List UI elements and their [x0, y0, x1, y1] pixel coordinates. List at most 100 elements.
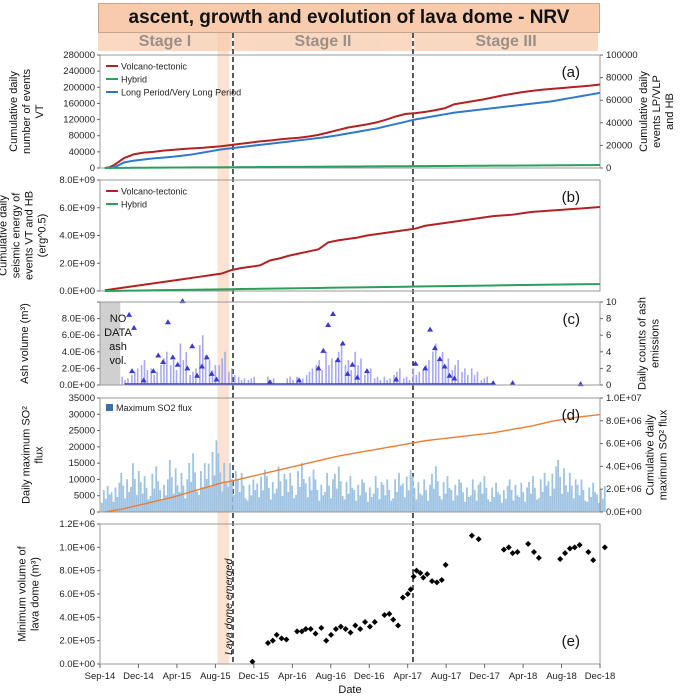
so2-flux-bar: [184, 498, 187, 512]
so2-flux-bar: [502, 490, 505, 512]
dome-volume-point: [307, 626, 314, 632]
ash-count-bar: [473, 375, 476, 385]
panel-a-right-axis-tick-label: 40000: [606, 118, 632, 129]
panel-c-right-axis-tick-label: 0: [606, 380, 611, 391]
stage-1-label: Stage I: [98, 33, 232, 51]
panel-c-right-axis-tick-label: 2: [606, 363, 611, 374]
ash-count-bar: [208, 360, 211, 385]
so2-flux-bar: [380, 481, 383, 512]
so2-flux-bar: [565, 485, 567, 512]
so2-flux-bar: [225, 481, 228, 512]
so2-flux-bar: [124, 498, 127, 512]
date-tick-label: Dec-15: [239, 671, 270, 682]
ash-volume-point: [412, 360, 419, 366]
so2-flux-bar: [508, 479, 511, 512]
so2-flux-bar: [572, 498, 575, 512]
so2-flux-bar: [580, 479, 583, 512]
ash-count-bar: [286, 378, 289, 385]
so2-flux-bar: [260, 476, 262, 512]
so2-flux-bar: [238, 491, 241, 512]
so2-flux-bar: [372, 493, 375, 512]
ash-count-bar: [301, 378, 304, 385]
ash-count-bar: [321, 370, 323, 385]
ash-count-bar: [315, 365, 318, 385]
panel-c-y2label: Daily counts of ashemissions: [637, 297, 662, 390]
ash-count-bar: [272, 378, 275, 385]
so2-flux-bar: [466, 487, 468, 512]
so2-flux-bar: [469, 495, 472, 512]
so2-flux-bar: [405, 476, 408, 512]
ash-count-bar: [166, 351, 168, 385]
dome-volume-point: [404, 591, 411, 597]
ash-count-bar: [179, 343, 182, 385]
so2-flux-bar: [250, 495, 253, 512]
so2-flux-bar: [600, 490, 602, 512]
ash-count-bar: [127, 378, 129, 385]
panel-d-right-axis-tick-label: 0.0E+00: [606, 507, 642, 518]
so2-flux-bar: [594, 492, 596, 512]
so2-flux-bar: [192, 453, 195, 512]
panel-a-left-axis-tick-label: 240000: [63, 66, 95, 77]
ash-volume-point: [363, 368, 370, 374]
so2-flux-bar: [254, 490, 257, 512]
so2-flux-bar: [398, 472, 400, 512]
ash-count-bar: [299, 380, 301, 385]
so2-flux-bar: [159, 490, 162, 512]
dome-volume-point: [407, 586, 414, 593]
panel-e-left-axis-tick-label: 2.0E+05: [59, 636, 95, 647]
ash-count-bar: [369, 368, 372, 385]
so2-flux-bar: [497, 492, 499, 512]
ash-count-bar: [156, 371, 158, 385]
panel-a-left-axis-tick-label: 120000: [63, 115, 95, 126]
so2-flux-bar: [464, 501, 466, 512]
ash-count-bar: [340, 343, 343, 385]
so2-flux-bar: [563, 468, 565, 512]
so2-flux-bar: [308, 476, 311, 512]
so2-flux-bar: [545, 485, 548, 512]
ash-count-bar: [189, 375, 191, 385]
so2-flux-bar: [433, 488, 435, 512]
so2-flux-bar: [182, 485, 185, 512]
so2-flux-bar: [510, 490, 513, 512]
ash-volume-point: [490, 380, 497, 386]
no-data-text: ash: [109, 341, 127, 353]
panel-a-y2label-line: events LP/VLP: [651, 75, 663, 148]
ash-count-bar: [305, 375, 308, 385]
panel-a-ylabel-line: number of events: [21, 69, 33, 154]
ash-count-bar: [328, 365, 330, 385]
so2-flux-bar: [172, 493, 175, 512]
ash-volume-point: [422, 365, 429, 371]
dome-volume-point: [590, 557, 597, 564]
ash-count-bar: [311, 368, 314, 385]
ash-count-bar: [124, 380, 126, 385]
ash-volume-point: [189, 343, 196, 349]
so2-flux-bar: [485, 487, 488, 512]
ash-volume-point: [140, 377, 147, 383]
panel-a-left-axis-tick-label: 280000: [63, 50, 95, 61]
dome-volume-point: [312, 630, 319, 637]
ash-count-bar: [399, 368, 401, 385]
so2-flux-bar: [541, 491, 544, 512]
dome-volume-point: [442, 561, 449, 568]
ash-volume-point: [427, 326, 434, 332]
so2-flux-bar: [283, 473, 286, 512]
ash-count-bar: [247, 380, 250, 385]
dome-volume-point: [395, 622, 402, 629]
date-tick-label: Dec-17: [469, 671, 500, 682]
ash-volume-point: [339, 340, 346, 346]
ash-count-bar: [402, 378, 405, 385]
so2-flux-bar: [297, 471, 299, 512]
so2-flux-bar: [438, 496, 441, 512]
so2-flux-bar: [221, 491, 224, 512]
so2-flux-bar: [112, 501, 115, 512]
ash-count-bar: [483, 378, 486, 385]
ash-volume-point: [315, 365, 322, 371]
date-tick-label: Aug-18: [546, 671, 577, 682]
ash-count-bar: [470, 368, 473, 385]
ash-count-bar: [325, 351, 327, 385]
so2-flux-bar: [392, 498, 395, 512]
so2-flux-bar: [165, 495, 167, 512]
ash-count-bar: [389, 378, 391, 385]
ash-count-bar: [366, 371, 369, 385]
